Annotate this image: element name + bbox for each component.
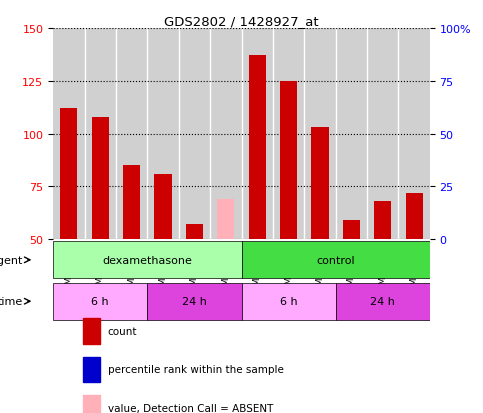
- Text: percentile rank within the sample: percentile rank within the sample: [108, 364, 284, 374]
- Text: time: time: [0, 297, 23, 306]
- Text: 24 h: 24 h: [370, 297, 395, 306]
- Text: count: count: [108, 326, 137, 336]
- Bar: [242, 283, 336, 320]
- Text: dexamethasone: dexamethasone: [102, 255, 192, 265]
- Bar: [312, 128, 328, 240]
- Text: value, Detection Call = ABSENT: value, Detection Call = ABSENT: [108, 403, 273, 413]
- Bar: [336, 283, 430, 320]
- Bar: [123, 166, 140, 240]
- Bar: [280, 81, 297, 240]
- Bar: [60, 109, 77, 240]
- Text: agent: agent: [0, 255, 23, 265]
- Text: 24 h: 24 h: [182, 297, 207, 306]
- Text: 6 h: 6 h: [280, 297, 298, 306]
- Bar: [406, 193, 423, 240]
- Bar: [53, 242, 242, 279]
- Title: GDS2802 / 1428927_at: GDS2802 / 1428927_at: [164, 15, 319, 28]
- Bar: [53, 283, 147, 320]
- Text: 6 h: 6 h: [91, 297, 109, 306]
- Bar: [217, 199, 234, 240]
- Bar: [155, 174, 171, 240]
- Bar: [83, 318, 100, 344]
- Text: control: control: [316, 255, 355, 265]
- Bar: [186, 225, 203, 240]
- Bar: [83, 357, 100, 382]
- Bar: [92, 117, 109, 240]
- Bar: [249, 56, 266, 240]
- Bar: [374, 202, 391, 240]
- Bar: [242, 242, 430, 279]
- Bar: [343, 221, 360, 240]
- Bar: [147, 283, 242, 320]
- Bar: [83, 395, 100, 413]
